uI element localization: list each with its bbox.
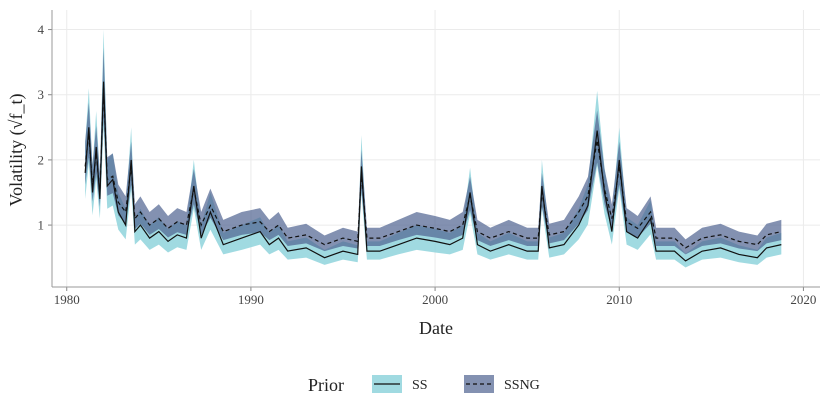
legend-title: Prior: [308, 375, 344, 395]
x-axis-label: Date: [419, 318, 453, 338]
y-tick-label: 3: [38, 87, 45, 102]
x-tick-label: 2010: [606, 292, 632, 307]
x-tick-label: 2020: [790, 292, 816, 307]
x-tick-label: 2000: [422, 292, 448, 307]
y-axis-label: Volatility (√f_t): [6, 93, 27, 206]
legend-key: [464, 375, 494, 393]
line: [84, 81, 782, 262]
y-tick-label: 4: [38, 22, 45, 37]
legend-label: SS: [412, 378, 428, 393]
y-tick-label: 2: [38, 152, 45, 167]
line: [84, 88, 782, 249]
x-tick-label: 1990: [238, 292, 264, 307]
y-tick-label: 1: [38, 218, 45, 233]
x-tick-label: 1980: [54, 292, 80, 307]
band: [85, 47, 782, 255]
legend-label: SSNG: [504, 378, 540, 393]
